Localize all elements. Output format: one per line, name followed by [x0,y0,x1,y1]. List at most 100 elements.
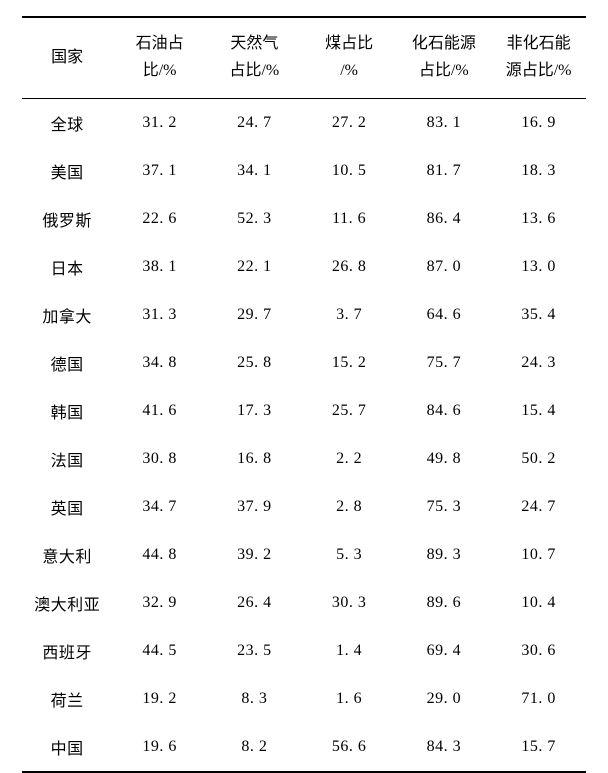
cell-fossil: 89. 6 [396,579,491,627]
cell-coal: 56. 6 [302,723,397,772]
col-header-nonfossil: 非化石能 源占比/% [491,17,586,99]
cell-country: 法国 [22,435,112,483]
cell-coal: 15. 2 [302,339,397,387]
cell-gas: 16. 8 [207,435,302,483]
table-row: 日本38. 122. 126. 887. 013. 0 [22,243,586,291]
cell-nonfossil: 50. 2 [491,435,586,483]
cell-oil: 31. 2 [112,99,207,148]
cell-oil: 31. 3 [112,291,207,339]
cell-nonfossil: 24. 7 [491,483,586,531]
cell-coal: 30. 3 [302,579,397,627]
cell-gas: 52. 3 [207,195,302,243]
cell-fossil: 87. 0 [396,243,491,291]
cell-gas: 24. 7 [207,99,302,148]
table-row: 法国30. 816. 82. 249. 850. 2 [22,435,586,483]
cell-nonfossil: 15. 7 [491,723,586,772]
cell-gas: 23. 5 [207,627,302,675]
cell-gas: 37. 9 [207,483,302,531]
cell-nonfossil: 18. 3 [491,147,586,195]
cell-oil: 34. 8 [112,339,207,387]
cell-country: 澳大利亚 [22,579,112,627]
cell-gas: 29. 7 [207,291,302,339]
cell-fossil: 75. 7 [396,339,491,387]
cell-oil: 34. 7 [112,483,207,531]
cell-nonfossil: 30. 6 [491,627,586,675]
col-header-text: 占比/% [398,57,489,84]
col-header-text: 煤占比 [304,30,395,57]
cell-nonfossil: 13. 0 [491,243,586,291]
table-row: 韩国41. 617. 325. 784. 615. 4 [22,387,586,435]
cell-gas: 17. 3 [207,387,302,435]
cell-country: 全球 [22,99,112,148]
cell-country: 英国 [22,483,112,531]
cell-fossil: 49. 8 [396,435,491,483]
cell-oil: 30. 8 [112,435,207,483]
cell-coal: 11. 6 [302,195,397,243]
cell-coal: 2. 2 [302,435,397,483]
cell-nonfossil: 10. 4 [491,579,586,627]
energy-share-table: 国家 石油占 比/% 天然气 占比/% 煤占比 /% 化石能源 占比/% 非化石… [22,16,586,773]
cell-oil: 44. 8 [112,531,207,579]
col-header-oil: 石油占 比/% [112,17,207,99]
col-header-text: 占比/% [209,57,300,84]
cell-nonfossil: 16. 9 [491,99,586,148]
cell-nonfossil: 13. 6 [491,195,586,243]
table-row: 中国19. 68. 256. 684. 315. 7 [22,723,586,772]
table-body: 全球31. 224. 727. 283. 116. 9美国37. 134. 11… [22,99,586,773]
table-row: 俄罗斯22. 652. 311. 686. 413. 6 [22,195,586,243]
cell-coal: 1. 4 [302,627,397,675]
cell-fossil: 69. 4 [396,627,491,675]
cell-fossil: 29. 0 [396,675,491,723]
col-header-fossil: 化石能源 占比/% [396,17,491,99]
cell-nonfossil: 24. 3 [491,339,586,387]
cell-coal: 2. 8 [302,483,397,531]
cell-gas: 26. 4 [207,579,302,627]
table-row: 英国34. 737. 92. 875. 324. 7 [22,483,586,531]
cell-country: 日本 [22,243,112,291]
col-header-coal: 煤占比 /% [302,17,397,99]
table-row: 加拿大31. 329. 73. 764. 635. 4 [22,291,586,339]
cell-oil: 44. 5 [112,627,207,675]
cell-fossil: 75. 3 [396,483,491,531]
table-row: 西班牙44. 523. 51. 469. 430. 6 [22,627,586,675]
col-header-text: 非化石能 [493,30,584,57]
table-header-row: 国家 石油占 比/% 天然气 占比/% 煤占比 /% 化石能源 占比/% 非化石… [22,17,586,99]
cell-country: 西班牙 [22,627,112,675]
cell-gas: 22. 1 [207,243,302,291]
col-header-text: 比/% [114,57,205,84]
cell-gas: 39. 2 [207,531,302,579]
cell-fossil: 84. 6 [396,387,491,435]
cell-nonfossil: 15. 4 [491,387,586,435]
cell-gas: 34. 1 [207,147,302,195]
cell-gas: 8. 3 [207,675,302,723]
table-row: 德国34. 825. 815. 275. 724. 3 [22,339,586,387]
cell-coal: 27. 2 [302,99,397,148]
cell-country: 俄罗斯 [22,195,112,243]
table-row: 澳大利亚32. 926. 430. 389. 610. 4 [22,579,586,627]
cell-country: 荷兰 [22,675,112,723]
cell-gas: 25. 8 [207,339,302,387]
cell-fossil: 84. 3 [396,723,491,772]
table-row: 全球31. 224. 727. 283. 116. 9 [22,99,586,148]
cell-oil: 19. 2 [112,675,207,723]
cell-coal: 1. 6 [302,675,397,723]
table-row: 荷兰19. 28. 31. 629. 071. 0 [22,675,586,723]
cell-oil: 38. 1 [112,243,207,291]
col-header-gas: 天然气 占比/% [207,17,302,99]
col-header-text: 石油占 [114,30,205,57]
cell-coal: 26. 8 [302,243,397,291]
cell-fossil: 64. 6 [396,291,491,339]
cell-nonfossil: 10. 7 [491,531,586,579]
cell-country: 美国 [22,147,112,195]
table-row: 意大利44. 839. 25. 389. 310. 7 [22,531,586,579]
cell-country: 意大利 [22,531,112,579]
cell-oil: 22. 6 [112,195,207,243]
cell-nonfossil: 71. 0 [491,675,586,723]
cell-oil: 32. 9 [112,579,207,627]
cell-coal: 5. 3 [302,531,397,579]
cell-gas: 8. 2 [207,723,302,772]
cell-fossil: 89. 3 [396,531,491,579]
cell-country: 韩国 [22,387,112,435]
cell-country: 德国 [22,339,112,387]
cell-nonfossil: 35. 4 [491,291,586,339]
